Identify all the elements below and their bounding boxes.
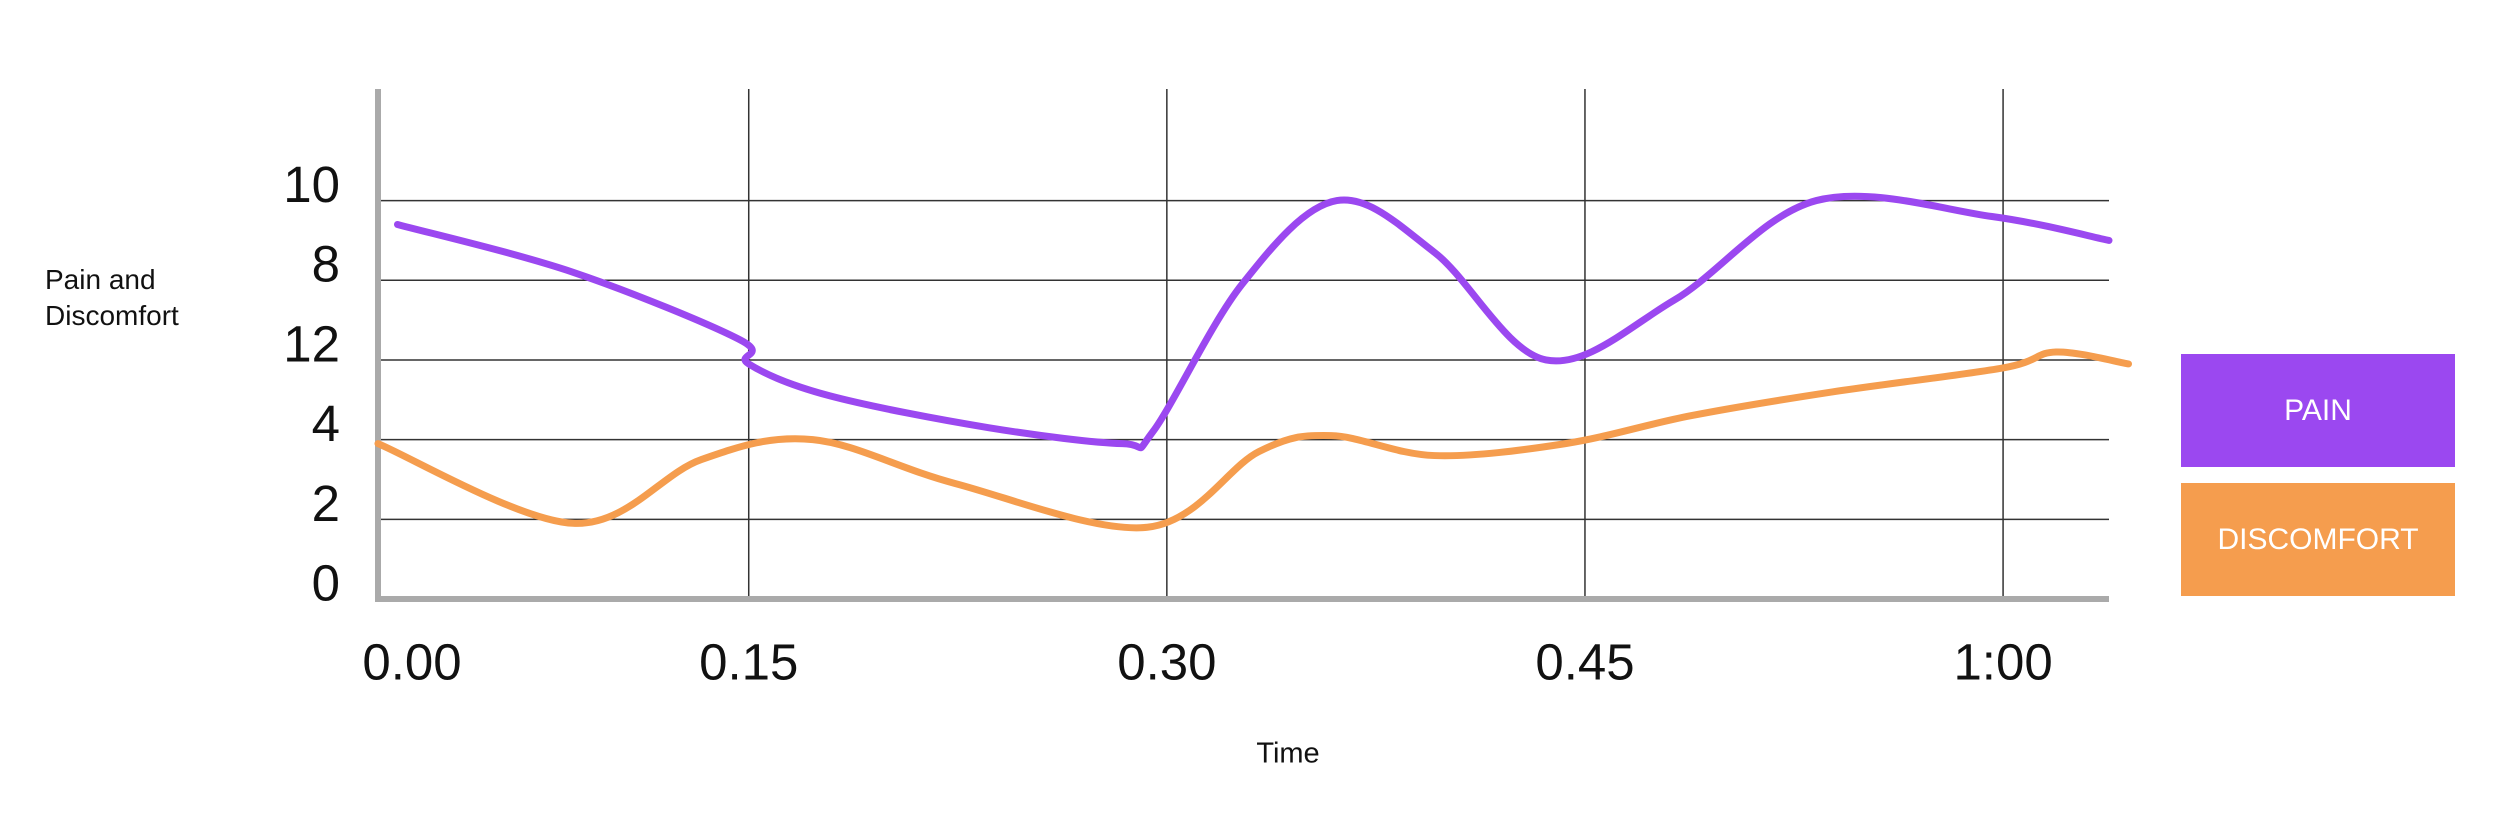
- y-tick-label: 0: [312, 554, 340, 611]
- y-tick-label: 8: [312, 236, 340, 293]
- x-tick-label: 0.30: [1117, 633, 1216, 690]
- y-tick-label: 12: [283, 315, 340, 372]
- y-tick-label: 4: [312, 395, 340, 452]
- x-axis-label: Time: [1256, 738, 1319, 770]
- x-tick-label: 0.00: [362, 633, 461, 690]
- y-axis-label: Pain and Discomfort: [45, 264, 179, 331]
- x-tick-label: 0.15: [699, 633, 798, 690]
- x-tick-label: 1:00: [1953, 633, 2052, 690]
- legend-entry: PAIN: [2181, 354, 2455, 467]
- y-tick-label: 10: [283, 156, 340, 213]
- y-tick-label: 2: [312, 475, 340, 532]
- series-line: [394, 192, 2113, 452]
- series-line: [374, 348, 2133, 532]
- legend-entry: DISCOMFORT: [2181, 483, 2455, 596]
- x-tick-label: 0.45: [1535, 633, 1634, 690]
